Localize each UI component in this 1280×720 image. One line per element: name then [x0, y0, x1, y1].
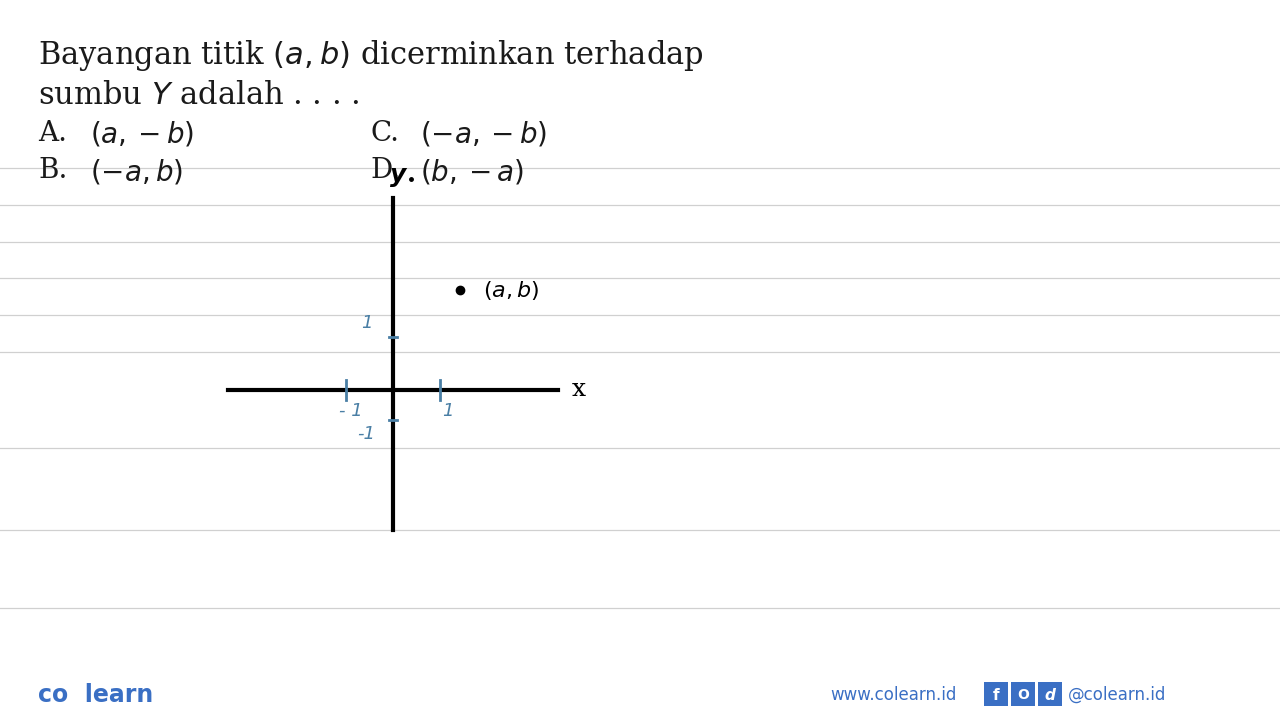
- Text: d: d: [1044, 688, 1056, 703]
- FancyBboxPatch shape: [1011, 682, 1036, 706]
- Text: B.: B.: [38, 157, 68, 184]
- Text: D.: D.: [370, 157, 401, 184]
- Text: @colearn.id: @colearn.id: [1068, 686, 1166, 704]
- Text: O: O: [1018, 688, 1029, 702]
- FancyBboxPatch shape: [984, 682, 1009, 706]
- Text: y: y: [390, 163, 406, 187]
- Text: - 1: - 1: [339, 402, 362, 420]
- Text: $(a, -b)$: $(a, -b)$: [90, 120, 195, 149]
- FancyBboxPatch shape: [1038, 682, 1062, 706]
- Text: co  learn: co learn: [38, 683, 154, 707]
- Text: A.: A.: [38, 120, 67, 147]
- Text: $(b, -a)$: $(b, -a)$: [420, 157, 524, 186]
- Text: 1: 1: [443, 402, 453, 420]
- Text: -1: -1: [357, 425, 375, 443]
- Text: $(a, b)$: $(a, b)$: [483, 279, 540, 302]
- Text: x: x: [572, 379, 586, 402]
- Text: www.colearn.id: www.colearn.id: [829, 686, 956, 704]
- Text: sumbu $Y$ adalah . . . .: sumbu $Y$ adalah . . . .: [38, 80, 360, 111]
- Text: f: f: [993, 688, 1000, 703]
- Text: 1: 1: [361, 314, 372, 332]
- Text: C.: C.: [370, 120, 399, 147]
- Text: $(-a, -b)$: $(-a, -b)$: [420, 120, 548, 149]
- Text: Bayangan titik $(a, b)$ dicerminkan terhadap: Bayangan titik $(a, b)$ dicerminkan terh…: [38, 38, 704, 73]
- Text: $(-a, b)$: $(-a, b)$: [90, 157, 183, 186]
